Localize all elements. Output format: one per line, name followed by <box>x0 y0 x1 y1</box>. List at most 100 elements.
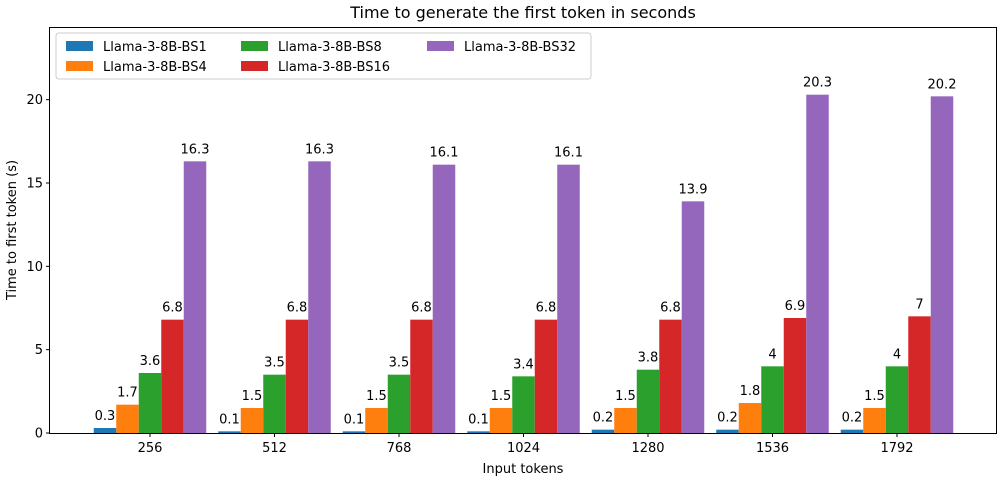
y-tick-label: 0 <box>35 427 43 442</box>
legend-swatch <box>66 61 93 71</box>
x-tick-label: 1536 <box>756 441 789 456</box>
bar <box>263 374 286 433</box>
legend-swatch <box>241 41 268 51</box>
data-label: 3.6 <box>140 354 161 369</box>
legend-label: Llama-3-8B-BS32 <box>464 40 576 55</box>
data-label: 0.2 <box>717 411 738 426</box>
bar <box>116 404 139 433</box>
bar <box>908 316 931 433</box>
bar <box>885 366 909 433</box>
y-tick-label: 20 <box>26 93 43 108</box>
bar <box>557 164 580 433</box>
plot-area: 051015202560.31.73.66.816.35120.11.53.56… <box>26 76 956 456</box>
bar <box>93 428 117 433</box>
bar <box>761 366 784 433</box>
bar <box>387 374 411 433</box>
data-label: 0.2 <box>842 411 863 426</box>
bar <box>783 318 807 433</box>
data-label: 6.8 <box>162 301 183 316</box>
bar <box>161 319 184 433</box>
data-label: 0.1 <box>219 412 240 427</box>
data-label: 1.5 <box>366 389 387 404</box>
data-label: 3.4 <box>513 357 534 372</box>
data-label: 7 <box>915 297 923 312</box>
data-label: 3.5 <box>264 356 285 371</box>
bar <box>636 369 660 433</box>
legend-swatch <box>427 41 454 51</box>
y-tick-label: 15 <box>26 177 43 192</box>
data-label: 0.3 <box>95 409 116 424</box>
legend-label: Llama-3-8B-BS4 <box>103 60 207 75</box>
bar <box>614 408 637 433</box>
data-label: 13.9 <box>679 182 708 197</box>
x-tick-label: 1280 <box>631 441 664 456</box>
x-axis-label: Input tokens <box>483 462 564 477</box>
bar <box>681 201 705 433</box>
bar <box>218 431 241 433</box>
data-label: 0.1 <box>468 412 489 427</box>
data-label: 4 <box>768 347 776 362</box>
x-tick-label: 256 <box>138 441 163 456</box>
bar <box>489 408 513 433</box>
data-label: 1.5 <box>242 389 263 404</box>
bar <box>285 319 309 433</box>
bar <box>840 429 864 433</box>
data-label: 20.3 <box>803 76 832 91</box>
legend-swatch <box>66 41 93 51</box>
chart-title: Time to generate the first token in seco… <box>349 3 696 22</box>
data-label: 4 <box>893 347 901 362</box>
bar <box>534 319 558 433</box>
bar <box>512 376 535 433</box>
x-tick-label: 1024 <box>507 441 540 456</box>
data-label: 1.5 <box>491 389 512 404</box>
data-label: 0.2 <box>593 411 614 426</box>
data-label: 1.5 <box>864 389 885 404</box>
data-label: 16.1 <box>430 146 459 161</box>
data-label: 20.2 <box>928 77 957 92</box>
x-tick-label: 512 <box>262 441 287 456</box>
legend-label: Llama-3-8B-BS8 <box>278 40 382 55</box>
data-label: 6.9 <box>785 299 806 314</box>
data-label: 6.8 <box>411 301 432 316</box>
data-label: 16.1 <box>554 146 583 161</box>
legend: Llama-3-8B-BS1 Llama-3-8B-BS4 Llama-3-8B-B… <box>55 32 592 80</box>
data-label: 6.8 <box>536 301 557 316</box>
data-label: 1.7 <box>117 386 138 401</box>
legend-box <box>55 32 592 80</box>
bar <box>930 96 954 433</box>
bar <box>138 373 162 433</box>
data-label: 16.3 <box>181 142 210 157</box>
bar <box>432 164 456 433</box>
y-tick-label: 10 <box>26 260 43 275</box>
bar <box>183 161 207 434</box>
bar <box>591 429 615 433</box>
data-label: 0.1 <box>344 412 365 427</box>
data-label: 1.5 <box>615 389 636 404</box>
legend-label: Llama-3-8B-BS16 <box>278 60 390 75</box>
bar <box>365 408 388 433</box>
x-tick-label: 1792 <box>880 441 913 456</box>
bar <box>806 94 829 434</box>
data-label: 3.5 <box>389 356 410 371</box>
data-label: 3.8 <box>638 351 659 366</box>
plot-frame <box>49 27 997 434</box>
y-axis-label: Time to first token (s) <box>5 160 20 301</box>
data-label: 6.8 <box>660 301 681 316</box>
x-tick-label: 768 <box>387 441 412 456</box>
bar <box>716 429 739 433</box>
bar <box>863 408 886 433</box>
legend-swatch <box>241 61 268 71</box>
bar <box>342 431 366 433</box>
bar <box>467 431 490 433</box>
bar <box>659 319 682 433</box>
bar <box>240 408 264 433</box>
data-label: 16.3 <box>305 142 334 157</box>
bar <box>738 403 762 433</box>
data-label: 1.8 <box>740 384 761 399</box>
bar <box>308 161 331 434</box>
bar <box>410 319 433 433</box>
data-label: 6.8 <box>287 301 308 316</box>
y-tick-label: 5 <box>35 343 43 358</box>
legend-label: Llama-3-8B-BS1 <box>103 40 207 55</box>
